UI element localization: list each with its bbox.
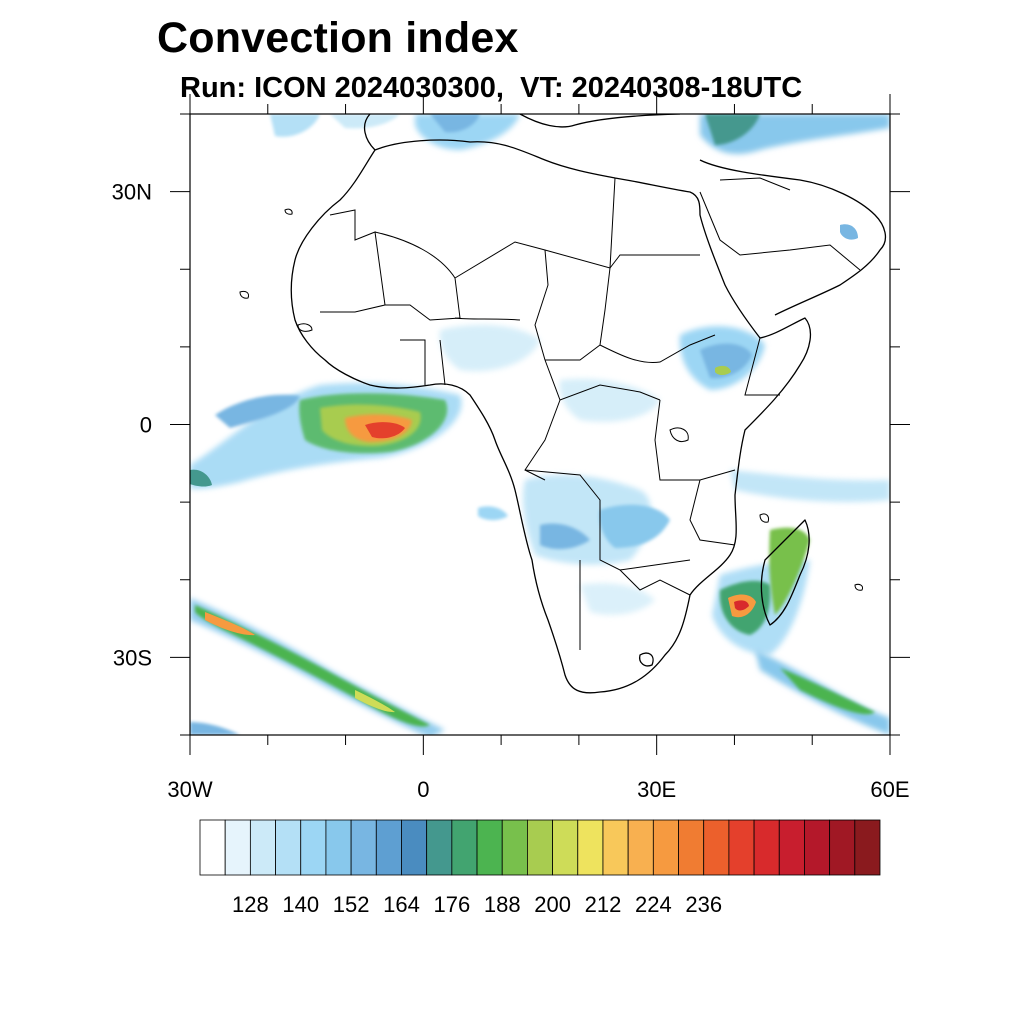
colorbar-swatch: [451, 819, 478, 876]
colorbar-swatch: [300, 819, 327, 876]
colorbar-label: 224: [635, 892, 672, 917]
colorbar-swatch: [829, 819, 856, 876]
colorbar-swatch: [426, 819, 453, 876]
colorbar-label: 140: [282, 892, 319, 917]
colorbar-swatch: [678, 819, 705, 876]
colorbar-swatch: [728, 819, 755, 876]
y-tick-label: 30N: [112, 180, 152, 205]
colorbar-swatch: [753, 819, 780, 876]
colorbar-label: 188: [484, 892, 521, 917]
colorbar-label: 164: [383, 892, 420, 917]
colorbar-swatch: [577, 819, 604, 876]
x-tick-label: 60E: [870, 777, 909, 802]
country-borders: [320, 177, 861, 650]
plot-subtitle: Run: ICON 2024030300, VT: 20240308-18UTC: [180, 72, 803, 104]
colorbar-swatch: [652, 819, 679, 876]
colorbar-swatch: [249, 819, 276, 876]
colorbar-label: 236: [685, 892, 722, 917]
colorbar-label: 200: [534, 892, 571, 917]
colorbar-swatch: [501, 819, 528, 876]
colorbar-swatch: [224, 819, 251, 876]
colorbar-swatch: [703, 819, 730, 876]
colorbar-swatch: [401, 819, 428, 876]
islands: [239, 208, 863, 591]
colorbar-swatch: [350, 819, 377, 876]
colorbar-swatch: [552, 819, 579, 876]
colorbar: [199, 819, 881, 876]
colorbar-swatch: [854, 819, 881, 876]
colorbar-swatch: [325, 819, 352, 876]
x-tick-label: 30W: [167, 777, 212, 802]
colorbar-swatch: [527, 819, 553, 876]
colorbar-label: 212: [585, 892, 622, 917]
colorbar-swatch: [804, 819, 831, 876]
colorbar-swatch: [476, 819, 503, 876]
plot-title: Convection index: [157, 14, 519, 62]
y-tick-label: 30S: [113, 645, 152, 670]
axis-ticks: [170, 94, 910, 755]
x-tick-label: 0: [417, 777, 429, 802]
coastlines: [290, 114, 887, 694]
colorbar-label: 128: [232, 892, 269, 917]
colorbar-swatch: [778, 819, 805, 876]
colorbar-swatch: [375, 819, 402, 876]
colorbar-label: 176: [433, 892, 470, 917]
axis-tick-labels: 30W 0 30E 60E 30N 0 30S: [112, 180, 910, 802]
colorbar-labels: 128 140 152 164 176 188 200 212 224 236: [232, 892, 722, 917]
colorbar-swatch: [275, 819, 302, 876]
convection-field: [190, 114, 890, 735]
colorbar-label: 152: [333, 892, 370, 917]
colorbar-swatch: [627, 819, 654, 876]
y-tick-label: 0: [140, 413, 152, 438]
x-tick-label: 30E: [637, 777, 676, 802]
colorbar-swatch: [199, 819, 226, 876]
colorbar-swatch: [602, 819, 629, 876]
